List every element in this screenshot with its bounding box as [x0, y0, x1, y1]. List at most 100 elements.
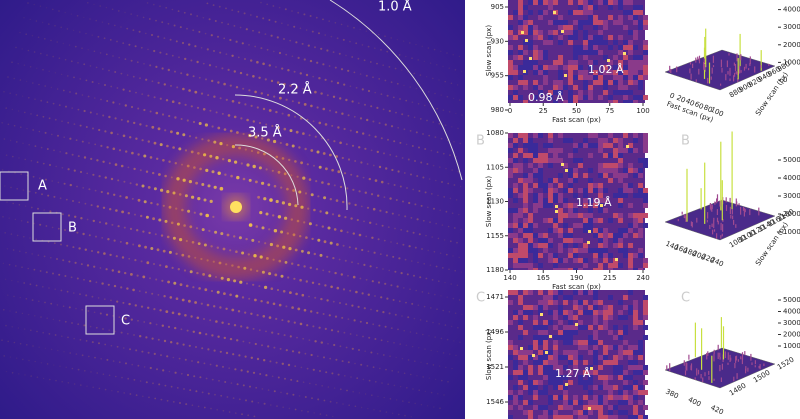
spot	[446, 338, 449, 341]
spot	[198, 30, 201, 33]
noise-pixel	[628, 400, 633, 405]
noise-pixel	[528, 345, 533, 350]
noise-pixel	[548, 310, 553, 315]
spot	[219, 350, 222, 353]
spot	[36, 330, 38, 333]
noise-pixel	[568, 30, 573, 35]
x-tick-label: 75	[605, 107, 614, 115]
noise-pixel	[628, 258, 633, 263]
spot	[190, 59, 193, 62]
spot	[188, 43, 191, 46]
noise-pixel	[578, 380, 583, 385]
spot	[336, 286, 340, 290]
spot	[246, 73, 249, 76]
spot	[397, 371, 400, 373]
noise-pixel	[543, 330, 548, 335]
spot	[192, 29, 195, 32]
spot	[163, 37, 166, 40]
noise-pixel	[613, 193, 618, 198]
noise-pixel	[603, 385, 608, 390]
spot	[387, 138, 389, 141]
spot	[205, 333, 208, 336]
spot	[143, 200, 147, 204]
spot	[156, 203, 159, 206]
noise-pixel	[563, 350, 568, 355]
noise-pixel	[603, 243, 608, 248]
noise-pixel	[513, 85, 518, 90]
spot	[350, 217, 353, 220]
spot	[211, 125, 214, 128]
spot	[227, 322, 230, 326]
spot	[108, 162, 111, 165]
spot	[86, 218, 89, 221]
noise-pixel	[558, 213, 563, 218]
noise-pixel	[613, 163, 618, 168]
noise-pixel	[573, 203, 578, 208]
noise-pixel	[633, 60, 638, 65]
spot	[161, 324, 164, 327]
spot	[215, 320, 218, 323]
z-tick-label: 3000	[783, 23, 800, 31]
spot	[31, 253, 33, 255]
spot	[145, 32, 147, 35]
spot	[337, 170, 341, 174]
annotation: 1.27 Å	[555, 367, 591, 380]
spot	[258, 329, 261, 332]
spot	[322, 18, 324, 21]
spot	[194, 90, 198, 94]
spot	[120, 72, 123, 75]
x-tick-label: 400	[687, 396, 703, 409]
noise-pixel	[613, 405, 618, 410]
spot	[430, 106, 432, 108]
spot	[237, 10, 240, 13]
noise-pixel	[623, 183, 628, 188]
spot	[326, 49, 329, 52]
noise-pixel	[518, 133, 523, 138]
noise-pixel	[573, 360, 578, 365]
noise-pixel	[603, 305, 608, 310]
noise-pixel	[628, 45, 633, 50]
spot	[60, 26, 62, 29]
bragg-spot	[523, 70, 526, 73]
noise-pixel	[538, 50, 543, 55]
noise-pixel	[543, 410, 548, 415]
spot	[365, 278, 368, 281]
spot	[330, 35, 333, 38]
spot	[153, 49, 156, 53]
spot	[79, 293, 81, 296]
spot	[147, 48, 149, 51]
noise-pixel	[558, 133, 563, 138]
spot	[306, 118, 309, 121]
noise-pixel	[643, 45, 648, 50]
spot	[178, 193, 182, 196]
spot	[193, 211, 196, 214]
spot	[367, 45, 370, 48]
spot	[83, 63, 86, 66]
noise-pixel	[593, 300, 598, 305]
noise-pixel	[643, 310, 648, 315]
spot	[31, 35, 34, 37]
spot	[394, 67, 397, 70]
noise-pixel	[598, 375, 603, 380]
spot	[241, 251, 245, 255]
noise-pixel	[578, 258, 583, 263]
x-tick-label: 40	[684, 97, 695, 108]
spot	[71, 153, 74, 156]
spot	[25, 80, 28, 83]
noise-pixel	[558, 380, 563, 385]
noise-pixel	[548, 90, 553, 95]
spot	[149, 277, 151, 280]
noise-pixel	[598, 300, 603, 305]
spot	[201, 183, 205, 186]
region-label: B	[68, 221, 77, 236]
spot	[313, 208, 316, 212]
spot	[453, 340, 455, 342]
spot	[406, 187, 408, 189]
noise-pixel	[568, 168, 573, 173]
noise-pixel	[618, 238, 623, 243]
region-label: A	[38, 179, 47, 194]
noise-pixel	[643, 315, 648, 320]
spot	[96, 372, 98, 374]
spot	[36, 161, 39, 164]
spot	[334, 271, 337, 275]
